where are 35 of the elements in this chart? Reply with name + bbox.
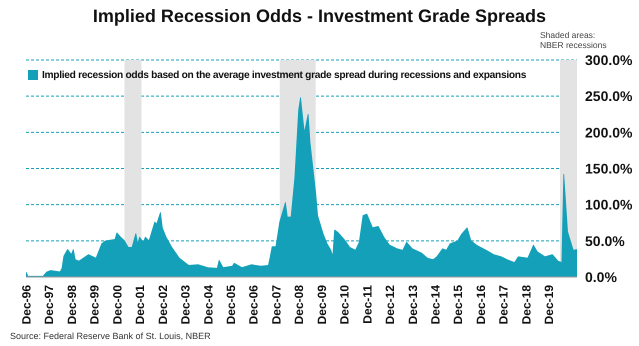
x-tick-label: Dec-11: [360, 284, 374, 324]
chart-title: Implied Recession Odds - Investment Grade Spreads: [92, 6, 548, 27]
x-tick-label: Dec-18: [519, 284, 534, 324]
x-tick-label: Dec-03: [178, 284, 193, 324]
x-tick-label: Dec-14: [428, 284, 443, 324]
x-tick-label: Dec-96: [20, 284, 34, 324]
x-tick-label: Dec-99: [88, 284, 102, 324]
x-tick-label: Dec-19: [542, 284, 556, 324]
y-tick-label: 0.0%: [585, 268, 618, 285]
x-tick-label: Dec-10: [338, 284, 352, 324]
text: Shaded areas: NBER recessions: [540, 30, 607, 50]
x-tick-label: Dec-04: [201, 284, 216, 324]
x-tick-label: Dec-02: [156, 284, 170, 324]
y-tick-label: 250.0%: [585, 88, 634, 104]
source-note: Source: Federal Reserve Bank of St. Louis, NBER: [10, 331, 211, 341]
x-tick-label: Dec-98: [64, 284, 79, 324]
x-tick-label: Dec-06: [246, 284, 261, 324]
x-tick-label: Dec-12: [383, 284, 398, 324]
y-tick-label: 150.0%: [585, 160, 634, 176]
x-tick-label: Dec-17: [496, 284, 511, 324]
x-tick-label: Dec-00: [110, 284, 124, 324]
y-tick-label: 50.0%: [585, 232, 626, 249]
y-tick-label: 200.0%: [585, 124, 634, 140]
x-tick-label: Dec-05: [224, 284, 238, 324]
x-tick-label: Dec-01: [133, 284, 148, 324]
y-tick-label: 100.0%: [585, 196, 634, 213]
x-tick-label: Dec-09: [314, 284, 329, 324]
x-tick-label: Dec-13: [406, 284, 420, 324]
y-tick-label: 300.0%: [585, 52, 634, 68]
x-tick-label: Dec-16: [474, 284, 488, 324]
legend-label: Implied recession odds based on the average investment grade spread during recessions and expansions: [42, 70, 526, 81]
x-tick-label: Dec-15: [451, 284, 466, 324]
x-tick-label: Dec-07: [269, 284, 284, 324]
x-tick-label: Dec-08: [292, 284, 306, 324]
x-tick-label: Dec-97: [42, 284, 56, 324]
